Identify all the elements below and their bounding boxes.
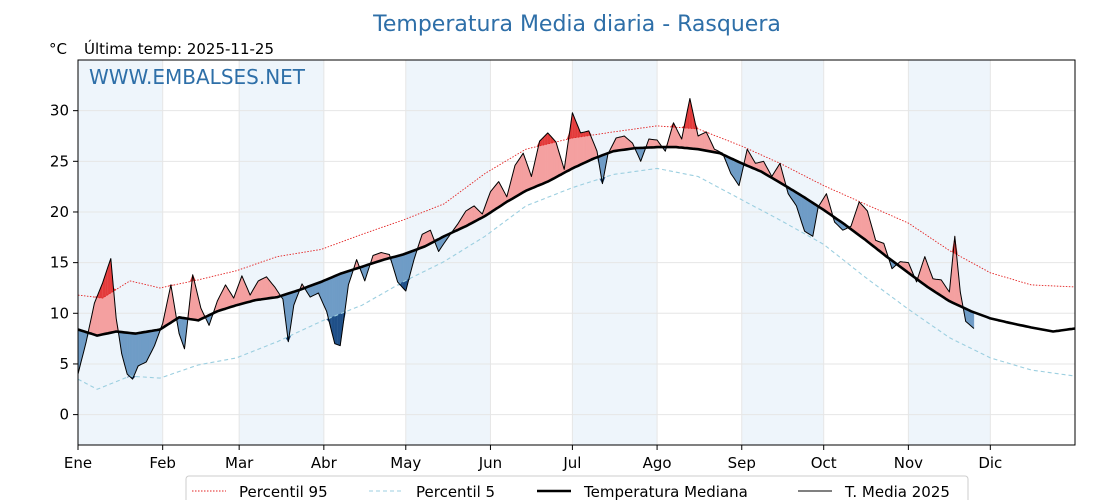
x-tick-label: Abr <box>311 454 338 472</box>
anomaly-fill-segment <box>621 135 625 151</box>
legend: Percentil 95 Percentil 5 Temperatura Media… <box>185 475 969 500</box>
x-tick-label: Oct <box>811 454 837 472</box>
anomaly-fill-segment <box>137 332 142 367</box>
month-band <box>908 60 991 445</box>
legend-box <box>185 475 969 500</box>
month-band <box>239 60 324 445</box>
anomaly-fill-segment <box>615 137 620 152</box>
y-tick-label: 5 <box>59 355 69 373</box>
anomaly-fill-segment <box>703 131 707 151</box>
legend-label: T. Media 2025 <box>844 483 950 500</box>
anomaly-fill-segment <box>514 160 518 198</box>
anomaly-fill-segment <box>864 207 868 242</box>
anomaly-fill-segment <box>861 204 865 240</box>
legend-label: Temperatura Mediana <box>583 483 748 500</box>
y-axis-unit-label: °C <box>49 40 67 58</box>
anomaly-fill-segment <box>397 254 401 286</box>
anomaly-fill-segment <box>553 138 557 179</box>
month-band <box>78 60 163 445</box>
x-tick-label: Nov <box>894 454 923 472</box>
anomaly-fill-segment <box>263 276 267 300</box>
anomaly-fill-segment <box>697 134 701 150</box>
anomaly-fill-segment <box>337 313 341 346</box>
x-axis-ticks: Ene Feb Mar Abr May Jun Jul Ago Sep Oct Nov Dic <box>64 445 1002 472</box>
x-tick-label: Feb <box>149 454 176 472</box>
x-tick-label: Dic <box>978 454 1002 472</box>
series-line-t-media-2025 <box>77 98 975 380</box>
anomaly-fill-segment <box>132 333 136 380</box>
y-axis-ticks: 0 5 10 15 20 25 30 <box>50 102 78 424</box>
y-tick-label: 30 <box>50 102 69 120</box>
anomaly-fill-segment <box>618 136 622 151</box>
last-update-label: Última temp: 2025-11-25 <box>84 39 274 58</box>
anomaly-fill-segment <box>859 201 863 238</box>
anomaly-fill-segment <box>809 200 813 237</box>
x-tick-label: Ago <box>643 454 672 472</box>
series-line-temperatura-mediana <box>77 145 1076 337</box>
month-band <box>741 60 824 445</box>
x-tick-label: May <box>390 454 421 472</box>
y-tick-label: 15 <box>50 254 69 272</box>
y-tick-label: 10 <box>50 304 69 322</box>
x-tick-label: Jun <box>478 454 502 472</box>
month-band <box>572 60 658 445</box>
anomaly-fill-segment <box>129 332 133 380</box>
x-tick-label: Mar <box>225 454 254 472</box>
month-bands <box>78 60 991 445</box>
anomaly-fills <box>77 98 975 380</box>
y-tick-label: 25 <box>50 152 69 170</box>
anomaly-fill-segment <box>804 197 808 234</box>
chart-title: Temperatura Media diaria - Rasquera <box>372 12 781 37</box>
anomaly-fill-segment <box>520 152 524 195</box>
anomaly-fill-segment <box>260 277 264 300</box>
legend-label: Percentil 5 <box>416 483 495 500</box>
month-band <box>405 60 491 445</box>
x-tick-label: Ene <box>64 454 92 472</box>
anomaly-fill-segment <box>807 198 811 235</box>
anomaly-fill-segment <box>140 331 144 365</box>
anomaly-fill-segment <box>126 332 131 378</box>
anomaly-fill-segment <box>495 181 499 210</box>
series-line-percentil-95 <box>77 125 1076 299</box>
y-tick-label: 20 <box>50 203 69 221</box>
anomaly-fill-segment <box>700 132 704 151</box>
anomaly-fill-segment <box>517 156 521 196</box>
watermark-text: WWW.EMBALSES.NET <box>89 65 306 89</box>
x-tick-label: Jul <box>562 454 581 472</box>
x-tick-label: Sep <box>728 454 756 472</box>
y-tick-label: 0 <box>59 406 69 424</box>
anomaly-fill-segment <box>143 331 147 364</box>
anomaly-fill-segment <box>334 314 338 345</box>
legend-label: Percentil 95 <box>239 483 328 500</box>
plot-frame <box>77 59 1076 446</box>
anomaly-fill-segment <box>492 184 497 212</box>
anomaly-fill-segment <box>258 279 262 300</box>
series-lines <box>77 98 1076 390</box>
series-line-percentil-5 <box>77 167 1076 390</box>
